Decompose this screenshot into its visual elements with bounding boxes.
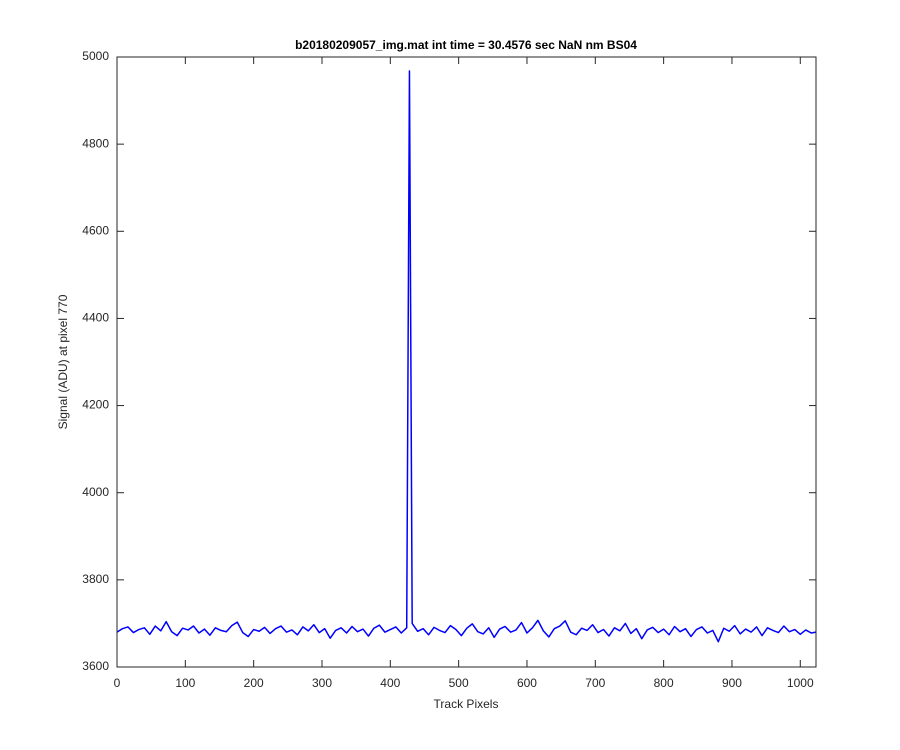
y-axis-label: Signal (ADU) at pixel 770	[56, 294, 70, 429]
x-tick-label: 900	[722, 676, 742, 690]
x-tick-label: 400	[380, 676, 400, 690]
data-line	[116, 70, 817, 643]
axes-box	[116, 56, 817, 668]
y-tick-label: 4000	[82, 485, 109, 499]
y-tick-label: 3600	[82, 659, 109, 673]
y-tick-label: 4800	[82, 136, 109, 150]
x-tick-label: 200	[244, 676, 264, 690]
x-tick-label: 600	[517, 676, 537, 690]
y-tick-label: 4200	[82, 398, 109, 412]
x-tick-label: 0	[114, 676, 121, 690]
x-tick-label: 800	[654, 676, 674, 690]
x-tick-label: 1000	[787, 676, 814, 690]
x-tick-label: 100	[175, 676, 195, 690]
y-tick-label: 3800	[82, 572, 109, 586]
y-tick-label: 4600	[82, 223, 109, 237]
x-tick-label: 300	[312, 676, 332, 690]
y-tick-label: 4400	[82, 311, 109, 325]
x-tick-label: 700	[585, 676, 605, 690]
chart-title: b20180209057_img.mat int time = 30.4576 …	[295, 38, 637, 52]
y-tick-label: 5000	[82, 49, 109, 63]
x-tick-label: 500	[449, 676, 469, 690]
x-axis-label: Track Pixels	[434, 697, 499, 711]
